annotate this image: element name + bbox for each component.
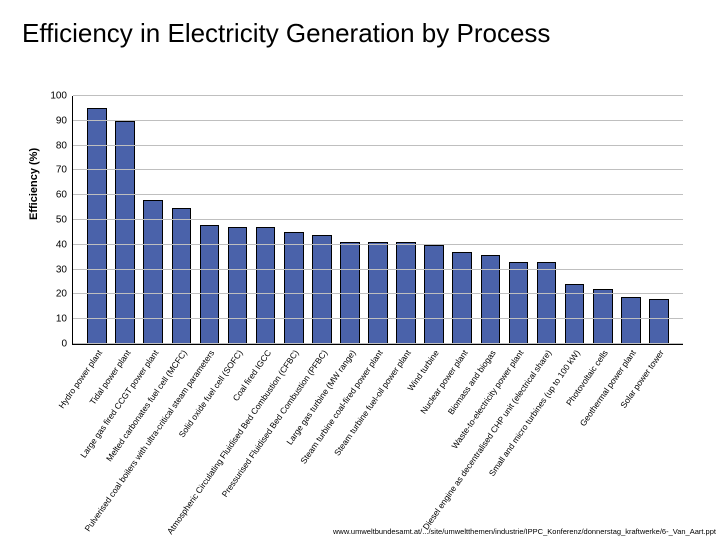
bar-slot xyxy=(533,96,561,344)
bar xyxy=(649,299,669,344)
bar-slot xyxy=(589,96,617,344)
x-label-slot: Photovoltaic cells xyxy=(588,344,616,514)
bar-slot xyxy=(195,96,223,344)
bar-slot xyxy=(476,96,504,344)
bar-slot xyxy=(111,96,139,344)
bar-slot xyxy=(420,96,448,344)
bar-slot xyxy=(83,96,111,344)
gridline xyxy=(73,244,683,245)
bar xyxy=(115,121,135,344)
bar-slot xyxy=(252,96,280,344)
gridline xyxy=(73,169,683,170)
bar xyxy=(256,227,276,344)
bar xyxy=(172,208,192,344)
bar-slot xyxy=(167,96,195,344)
gridline xyxy=(73,145,683,146)
gridline xyxy=(73,318,683,319)
x-label-slot: Steam turbine coal-fired power plant xyxy=(363,344,391,514)
y-tick-label: 70 xyxy=(56,165,73,176)
bar xyxy=(284,232,304,344)
gridline xyxy=(73,194,683,195)
bar xyxy=(452,252,472,344)
y-tick-label: 40 xyxy=(56,239,73,250)
slide: Efficiency in Electricity Generation by … xyxy=(0,0,720,540)
gridline xyxy=(73,95,683,96)
bar-slot xyxy=(280,96,308,344)
x-label-slot: Small and micro turbines (up to 100 kW) xyxy=(560,344,588,514)
y-tick-label: 90 xyxy=(56,115,73,126)
bar xyxy=(200,225,220,344)
bar-slot xyxy=(308,96,336,344)
bar xyxy=(509,262,529,344)
slide-title: Efficiency in Electricity Generation by … xyxy=(22,18,702,49)
x-label-slot: Wind turbine xyxy=(419,344,447,514)
bar-slot xyxy=(448,96,476,344)
bar-slot xyxy=(645,96,673,344)
x-label-slot: Geothermal power plant xyxy=(616,344,644,514)
bar-slot xyxy=(617,96,645,344)
bar-slot xyxy=(561,96,589,344)
bars-container xyxy=(73,96,683,344)
y-axis-label: Efficiency (%) xyxy=(28,148,40,220)
bar xyxy=(143,200,163,344)
bar xyxy=(593,289,613,344)
x-label-slot: Diesel engine as decentralised CHP unit … xyxy=(532,344,560,514)
chart-plot-area: 0102030405060708090100 xyxy=(72,96,683,345)
bar-slot xyxy=(364,96,392,344)
gridline xyxy=(73,219,683,220)
gridline xyxy=(73,293,683,294)
x-label-slot: Solar power tower xyxy=(644,344,672,514)
y-tick-label: 30 xyxy=(56,264,73,275)
bar-slot xyxy=(139,96,167,344)
bar xyxy=(312,235,332,344)
x-label-slot: Steam turbine fuel-oil power plant xyxy=(391,344,419,514)
bar xyxy=(424,245,444,344)
bar xyxy=(621,297,641,344)
bar-slot xyxy=(336,96,364,344)
bar xyxy=(537,262,557,344)
y-tick-label: 10 xyxy=(56,314,73,325)
bar-slot xyxy=(504,96,532,344)
gridline xyxy=(73,269,683,270)
source-footer: www.umweltbundesamt.at/.../site/umweltth… xyxy=(333,527,716,536)
y-tick-label: 20 xyxy=(56,289,73,300)
bar xyxy=(228,227,248,344)
x-axis-labels: Hydro power plantTidal power plantLarge … xyxy=(72,344,682,514)
bar-slot xyxy=(392,96,420,344)
y-tick-label: 100 xyxy=(50,91,73,102)
y-tick-label: 60 xyxy=(56,190,73,201)
y-tick-label: 50 xyxy=(56,215,73,226)
y-tick-label: 80 xyxy=(56,140,73,151)
gridline xyxy=(73,120,683,121)
bar-slot xyxy=(223,96,251,344)
